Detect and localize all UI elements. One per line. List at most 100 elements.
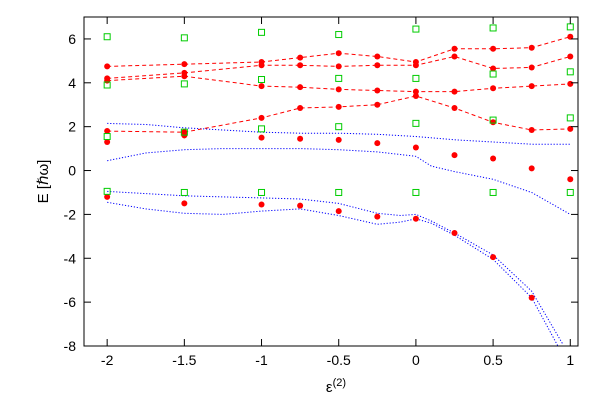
curves — [107, 36, 571, 346]
data-point-circle — [258, 83, 265, 90]
data-point-square — [180, 188, 188, 196]
data-point-circle — [104, 139, 111, 146]
data-point-circle — [412, 92, 419, 99]
data-point-circle — [412, 215, 419, 222]
data-point-square — [258, 125, 266, 133]
axes: -2 -1.5 -1 -0.5 0 0.5 1 -8 -6 -4 -2 0 2 4 6 — [64, 16, 579, 368]
data-point-circle — [490, 65, 497, 72]
y-tick-label: 4 — [68, 75, 76, 91]
data-point-circle — [335, 208, 342, 215]
data-point-circle — [297, 62, 304, 69]
dotted-curve — [107, 190, 564, 345]
data-point-square — [489, 188, 497, 196]
data-point-square — [566, 68, 574, 76]
x-tick-label: -1 — [255, 352, 268, 368]
data-point-square — [566, 23, 574, 31]
data-point-circle — [374, 87, 381, 94]
x-tick-label: 0.5 — [483, 352, 503, 368]
data-point-square — [103, 187, 111, 195]
data-point-circle — [297, 105, 304, 112]
data-point-circle — [297, 54, 304, 61]
data-point-square — [180, 80, 188, 88]
dashed-curve — [107, 55, 571, 79]
data-point-circle — [297, 202, 304, 209]
dotted-curve — [107, 148, 571, 215]
x-tick-label: -2 — [101, 352, 114, 368]
data-point-square — [103, 33, 111, 41]
data-point-square — [489, 24, 497, 32]
y-tick-label: -6 — [64, 294, 77, 310]
data-point-circle — [258, 201, 265, 208]
data-point-circle — [451, 88, 458, 95]
data-point-square — [180, 128, 188, 136]
x-tick-label: 1 — [566, 352, 574, 368]
data-point-circle — [490, 119, 497, 126]
data-point-square — [335, 31, 343, 39]
y-tick-label: 2 — [68, 119, 76, 135]
y-tick-label: -8 — [64, 338, 77, 354]
data-point-square — [566, 188, 574, 196]
data-point-square — [103, 133, 111, 141]
data-point-circle — [451, 105, 458, 112]
x-axis-label-base: ε — [326, 379, 333, 396]
data-point-square — [412, 119, 420, 127]
dotted-curve — [107, 201, 559, 346]
data-point-circle — [412, 88, 419, 95]
data-point-circle — [335, 50, 342, 57]
data-point-square — [412, 25, 420, 33]
data-point-circle — [181, 61, 188, 68]
data-point-circle — [528, 64, 535, 71]
data-point-circle — [567, 80, 574, 87]
data-point-circle — [451, 230, 458, 237]
data-point-square — [335, 123, 343, 131]
data-point-circle — [181, 73, 188, 80]
markers — [103, 23, 574, 301]
y-tick-label: 6 — [68, 31, 76, 47]
data-point-square — [103, 81, 111, 89]
data-point-circle — [258, 134, 265, 141]
dashed-curve — [107, 75, 571, 93]
y-tick-label: -4 — [64, 250, 77, 266]
data-point-circle — [104, 77, 111, 84]
data-point-circle — [567, 33, 574, 40]
data-point-circle — [528, 44, 535, 51]
y-tick-label: 0 — [68, 163, 76, 179]
data-point-circle — [374, 62, 381, 69]
data-point-circle — [258, 62, 265, 69]
data-point-circle — [451, 152, 458, 159]
data-point-circle — [528, 126, 535, 133]
data-point-circle — [181, 200, 188, 207]
data-point-circle — [374, 101, 381, 108]
data-point-circle — [528, 83, 535, 90]
data-point-circle — [490, 85, 497, 92]
x-tick-label: 0 — [412, 352, 420, 368]
data-point-square — [566, 114, 574, 122]
plot-frame — [83, 16, 579, 347]
data-point-circle — [297, 84, 304, 91]
data-point-circle — [335, 86, 342, 93]
data-point-circle — [297, 135, 304, 142]
data-point-square — [258, 76, 266, 84]
data-point-circle — [567, 176, 574, 183]
data-point-circle — [528, 294, 535, 301]
x-tick-label: -1.5 — [172, 352, 196, 368]
data-point-circle — [104, 193, 111, 200]
data-point-circle — [335, 103, 342, 110]
dashed-curve — [107, 95, 571, 133]
data-point-square — [412, 188, 420, 196]
data-point-circle — [374, 53, 381, 60]
data-point-square — [180, 34, 188, 42]
data-point-circle — [258, 114, 265, 121]
data-point-square — [412, 74, 420, 82]
data-point-circle — [104, 128, 111, 135]
dotted-curve — [107, 122, 571, 145]
data-point-circle — [451, 53, 458, 60]
x-tick-label: -0.5 — [327, 352, 351, 368]
data-point-square — [489, 116, 497, 124]
dashed-curve — [107, 36, 571, 67]
data-point-circle — [528, 165, 535, 172]
data-point-square — [258, 188, 266, 196]
data-point-circle — [335, 136, 342, 143]
data-point-square — [335, 188, 343, 196]
